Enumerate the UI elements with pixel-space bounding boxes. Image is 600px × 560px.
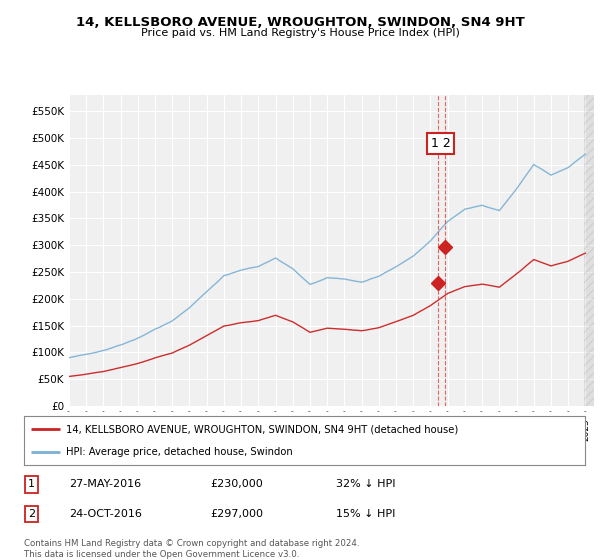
- Text: 1: 1: [28, 479, 35, 489]
- Text: 2003: 2003: [202, 418, 211, 441]
- Text: 1999: 1999: [133, 418, 142, 441]
- Text: 2004: 2004: [220, 418, 229, 441]
- Text: 2021: 2021: [512, 418, 521, 441]
- Text: 2023: 2023: [547, 418, 556, 441]
- Text: 2025: 2025: [581, 418, 590, 441]
- Text: Price paid vs. HM Land Registry's House Price Index (HPI): Price paid vs. HM Land Registry's House …: [140, 28, 460, 38]
- Text: 2013: 2013: [374, 418, 383, 441]
- Text: 2011: 2011: [340, 418, 349, 441]
- Text: 2016: 2016: [426, 418, 435, 441]
- Text: 2022: 2022: [529, 418, 538, 441]
- Text: 1998: 1998: [116, 418, 125, 441]
- Text: 2008: 2008: [288, 418, 297, 441]
- Text: £230,000: £230,000: [210, 479, 263, 489]
- Text: 2010: 2010: [323, 418, 332, 441]
- Text: 2015: 2015: [409, 418, 418, 441]
- Text: 14, KELLSBORO AVENUE, WROUGHTON, SWINDON, SN4 9HT (detached house): 14, KELLSBORO AVENUE, WROUGHTON, SWINDON…: [66, 424, 458, 435]
- Text: 2024: 2024: [563, 418, 572, 441]
- Text: 27-MAY-2016: 27-MAY-2016: [69, 479, 141, 489]
- Text: 2014: 2014: [392, 418, 401, 441]
- Text: 24-OCT-2016: 24-OCT-2016: [69, 509, 142, 519]
- Text: 14, KELLSBORO AVENUE, WROUGHTON, SWINDON, SN4 9HT: 14, KELLSBORO AVENUE, WROUGHTON, SWINDON…: [76, 16, 524, 29]
- Text: 2018: 2018: [460, 418, 469, 441]
- Text: 2019: 2019: [478, 418, 487, 441]
- Text: 32% ↓ HPI: 32% ↓ HPI: [336, 479, 395, 489]
- Text: 2007: 2007: [271, 418, 280, 441]
- Text: 2001: 2001: [168, 418, 177, 441]
- Text: 2012: 2012: [357, 418, 366, 441]
- Text: Contains HM Land Registry data © Crown copyright and database right 2024.
This d: Contains HM Land Registry data © Crown c…: [24, 539, 359, 559]
- Text: 15% ↓ HPI: 15% ↓ HPI: [336, 509, 395, 519]
- Text: 1995: 1995: [65, 418, 74, 441]
- Text: 2006: 2006: [254, 418, 263, 441]
- Text: HPI: Average price, detached house, Swindon: HPI: Average price, detached house, Swin…: [66, 447, 293, 458]
- Text: 2009: 2009: [305, 418, 314, 441]
- Text: £297,000: £297,000: [210, 509, 263, 519]
- Text: 1996: 1996: [82, 418, 91, 441]
- Text: 2000: 2000: [151, 418, 160, 441]
- Text: 1 2: 1 2: [431, 137, 451, 150]
- Text: 2002: 2002: [185, 418, 194, 441]
- Text: 2020: 2020: [495, 418, 504, 441]
- Text: 2005: 2005: [236, 418, 245, 441]
- Bar: [584, 95, 594, 406]
- Text: 2017: 2017: [443, 418, 452, 441]
- Text: 2: 2: [28, 509, 35, 519]
- Text: 1997: 1997: [99, 418, 108, 441]
